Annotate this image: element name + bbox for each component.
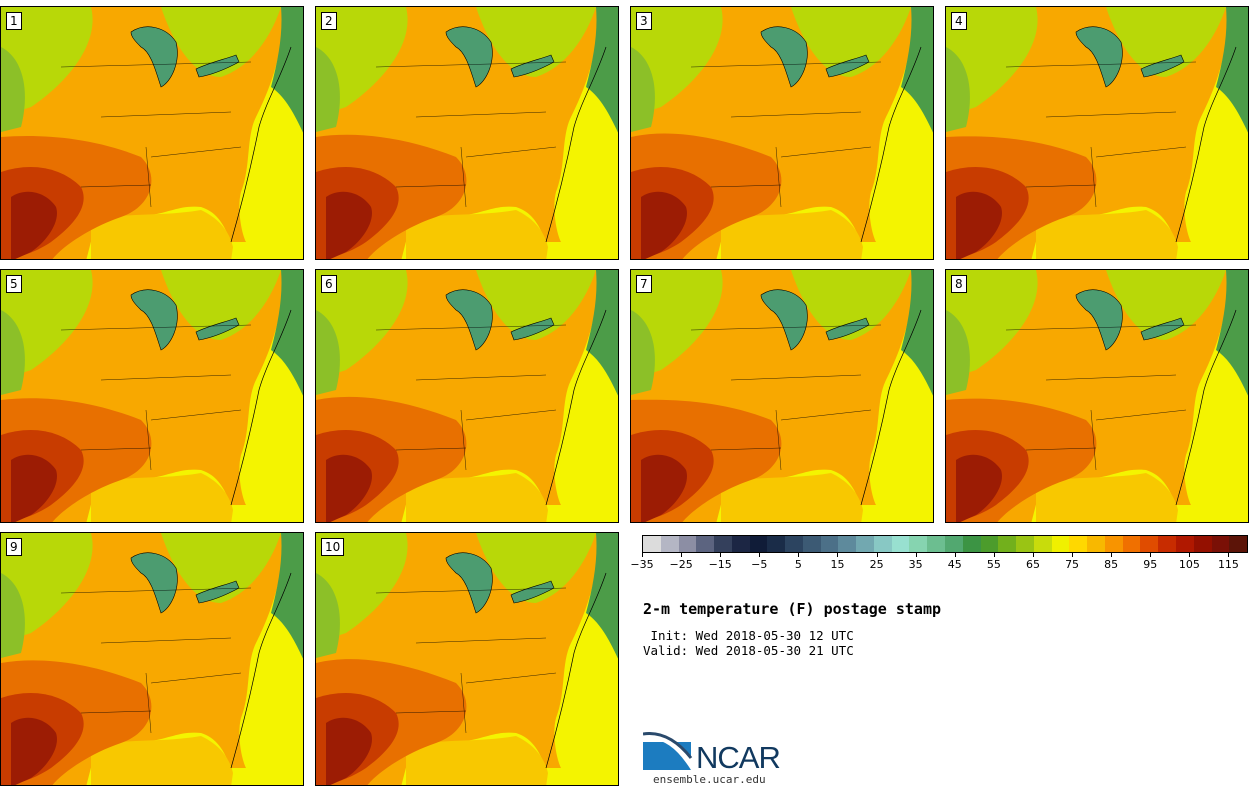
colorbar-tick-label: 65 [1025, 558, 1040, 571]
colorbar-swatch [1104, 536, 1123, 552]
colorbar-swatch [962, 536, 981, 552]
colorbar-swatch [909, 536, 928, 552]
colorbar-swatch [1229, 536, 1248, 552]
colorbar-tick [681, 553, 683, 557]
colorbar-swatch [820, 536, 839, 552]
colorbar-swatch [838, 536, 857, 552]
colorbar-swatch [660, 536, 679, 552]
map-panel: 7 [630, 269, 934, 523]
colorbar-swatch [731, 536, 750, 552]
colorbar-swatch [1140, 536, 1159, 552]
colorbar-tick-label: 115 [1217, 558, 1239, 571]
map-panel: 10 [315, 532, 619, 786]
colorbar-tick [1228, 553, 1230, 557]
colorbar-tick [759, 553, 761, 557]
colorbar-tick-label: 75 [1065, 558, 1080, 571]
colorbar-swatch [767, 536, 786, 552]
colorbar-swatch [1051, 536, 1070, 552]
colorbar-tick-label: 5 [794, 558, 802, 571]
map-panel: 9 [0, 532, 304, 786]
map-panel: 3 [630, 6, 934, 260]
panel-number: 2 [321, 12, 337, 30]
colorbar-swatch [927, 536, 946, 552]
colorbar-tick-label: 95 [1143, 558, 1158, 571]
colorbar-tick [642, 553, 643, 557]
map-panel: 1 [0, 6, 304, 260]
colorbar-tick-label: −35 [630, 558, 654, 571]
panel-number: 4 [951, 12, 967, 30]
colorbar-tick [954, 553, 956, 557]
colorbar-tick-label: −5 [751, 558, 768, 571]
colorbar-tick [1032, 553, 1034, 557]
panel-number: 8 [951, 275, 967, 293]
colorbar-swatch [785, 536, 803, 552]
map-panel: 8 [945, 269, 1249, 523]
map-panel: 5 [0, 269, 304, 523]
colorbar-swatch [998, 536, 1017, 552]
colorbar-tick-label: 45 [947, 558, 962, 571]
figure-title: 2-m temperature (F) postage stamp [643, 600, 942, 618]
colorbar-tick [1072, 553, 1074, 557]
panel-number: 10 [321, 538, 345, 556]
map-panel: 4 [945, 6, 1249, 260]
colorbar-ticks: −35 −25 −15 −5 5 15 25 35 45 55 65 75 85 95 105 115 [630, 553, 1248, 573]
colorbar-swatch [1087, 536, 1105, 552]
colorbar-tick-label: −15 [708, 558, 732, 571]
panel-number: 9 [6, 538, 22, 556]
panel-number: 3 [636, 12, 652, 30]
colorbar-tick [837, 553, 839, 557]
colorbar-swatch [856, 536, 874, 552]
colorbar-swatch [678, 536, 697, 552]
colorbar-tick [915, 553, 917, 557]
colorbar-tick [1150, 553, 1152, 557]
colorbar-tick-label: 55 [986, 558, 1001, 571]
colorbar-swatch [1158, 536, 1176, 552]
colorbar-swatch [945, 536, 963, 552]
logo-url: ensemble.ucar.edu [653, 773, 766, 786]
map-panel: 2 [315, 6, 619, 260]
colorbar-swatch [714, 536, 732, 552]
colorbar-swatch [1016, 536, 1034, 552]
colorbar-swatch [1122, 536, 1141, 552]
colorbar-tick [720, 553, 722, 557]
colorbar-tick-label: 85 [1104, 558, 1119, 571]
colorbar-tick-label: 35 [908, 558, 923, 571]
colorbar-swatch [1033, 536, 1052, 552]
map-panel: 6 [315, 269, 619, 523]
panel-number: 1 [6, 12, 22, 30]
colorbar [642, 535, 1248, 553]
colorbar-swatch [980, 536, 999, 552]
colorbar-swatch [1211, 536, 1230, 552]
colorbar-tick-label: 25 [869, 558, 884, 571]
panel-number: 5 [6, 275, 22, 293]
colorbar-tick [798, 553, 800, 557]
colorbar-swatch [873, 536, 892, 552]
logo-text: NCAR [696, 740, 781, 775]
colorbar-tick-label: −25 [669, 558, 693, 571]
init-time: Init: Wed 2018-05-30 12 UTC [643, 628, 854, 643]
colorbar-tick [1111, 553, 1113, 557]
panel-number: 6 [321, 275, 337, 293]
panel-number: 7 [636, 275, 652, 293]
colorbar-swatch [643, 536, 661, 552]
colorbar-tick-label: 15 [830, 558, 845, 571]
colorbar-tick-label: 105 [1178, 558, 1200, 571]
colorbar-swatch [1193, 536, 1212, 552]
colorbar-swatch [891, 536, 910, 552]
colorbar-swatch [1175, 536, 1194, 552]
ncar-logo-icon [643, 732, 693, 770]
colorbar-swatch [696, 536, 715, 552]
colorbar-tick [1189, 553, 1191, 557]
valid-time: Valid: Wed 2018-05-30 21 UTC [643, 643, 854, 658]
colorbar-tick [876, 553, 878, 557]
colorbar-swatch [749, 536, 768, 552]
colorbar-tick [993, 553, 995, 557]
colorbar-swatch [802, 536, 821, 552]
colorbar-swatch [1069, 536, 1088, 552]
